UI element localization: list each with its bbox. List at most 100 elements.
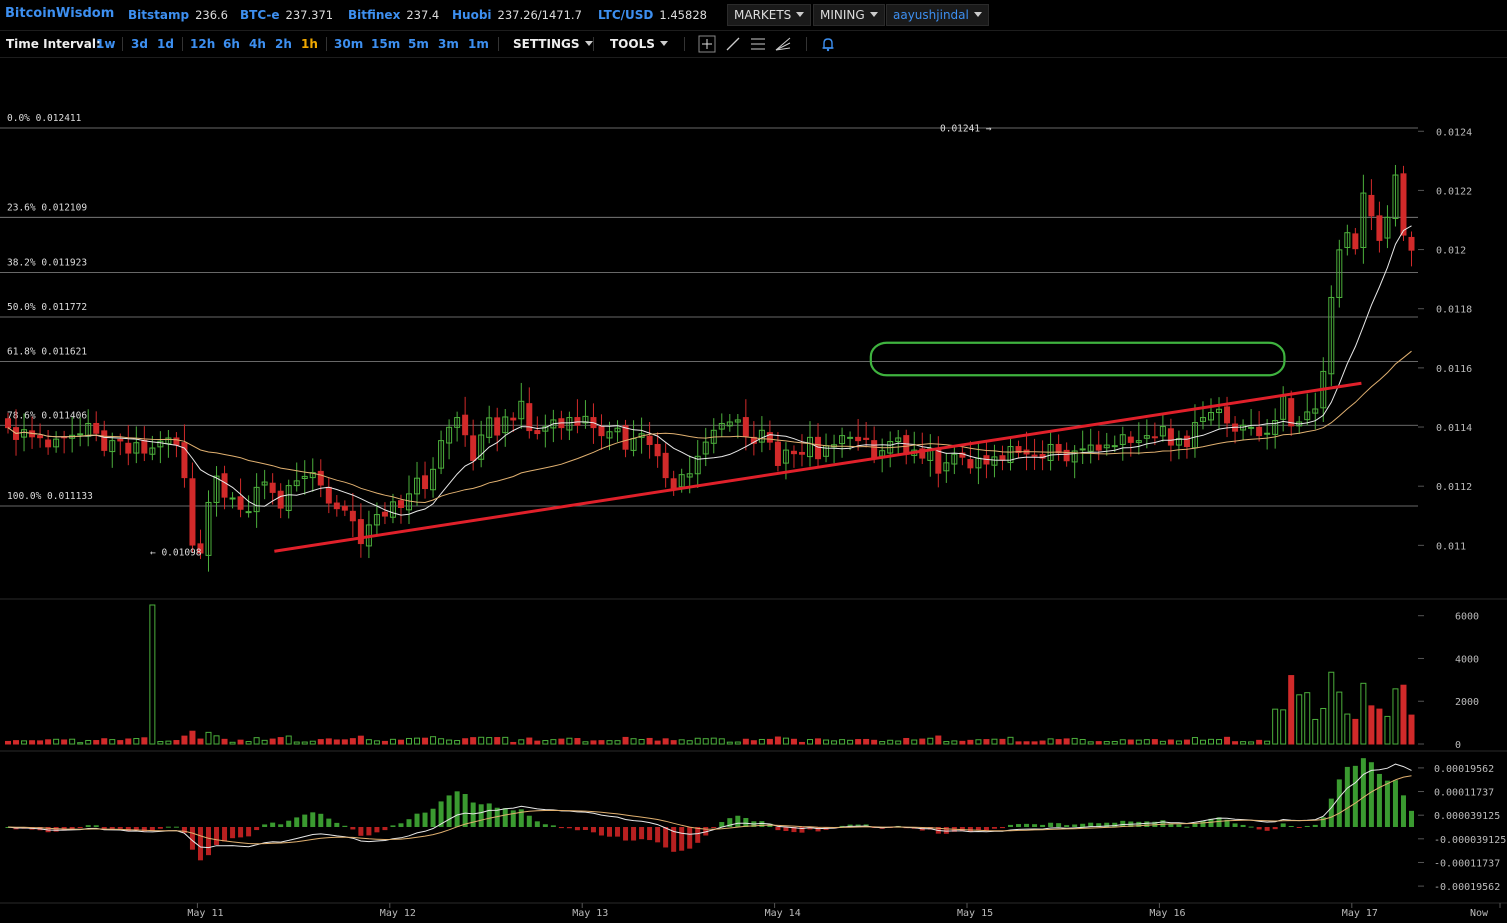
candle-bear	[798, 451, 805, 455]
volume-bar-up	[309, 740, 316, 745]
macd-hist-up	[743, 817, 749, 827]
user-menu[interactable]: aayushjindal	[886, 4, 989, 26]
interval-6h[interactable]: 6h	[223, 37, 240, 51]
volume-bar-down	[670, 740, 677, 745]
candle-bear	[774, 441, 781, 466]
macd-hist-down	[558, 827, 564, 829]
candle-bull	[542, 426, 549, 432]
settings-label: SETTINGS	[513, 37, 580, 51]
volume-bar-down	[37, 740, 44, 745]
candle-bull	[1119, 434, 1126, 445]
ticker-price: 1.45828	[659, 8, 707, 22]
candle-bull	[518, 400, 525, 420]
volume-bar-up	[229, 741, 236, 745]
brand-logo[interactable]: BitcoinWisdom	[5, 6, 115, 21]
volume-bar-up	[69, 738, 76, 745]
macd-hist-down	[230, 827, 236, 839]
macd-hist-down	[791, 827, 797, 833]
candle-bull	[478, 434, 485, 460]
candle-bull	[149, 447, 156, 455]
macd-hist-up	[262, 824, 268, 827]
interval-30m[interactable]: 30m	[334, 37, 364, 51]
candle-bull	[301, 475, 308, 479]
volume-bar-up	[895, 740, 902, 745]
crosshair-icon[interactable]	[698, 35, 716, 53]
macd-hist-up	[438, 801, 444, 827]
candle-bear	[197, 543, 204, 554]
candle-bear	[1183, 435, 1190, 448]
interval-3m[interactable]: 3m	[438, 37, 459, 51]
divider	[122, 37, 123, 51]
candle-bear	[510, 417, 517, 421]
ticker-huobi[interactable]: Huobi 237.26/1471.7	[452, 8, 582, 22]
ticker-btce[interactable]: BTC-e 237.371	[240, 8, 333, 22]
highlight-zone	[869, 341, 1286, 377]
volume-bar-down	[646, 737, 653, 745]
candle-bear	[1127, 436, 1134, 443]
candle-bear	[999, 455, 1006, 461]
settings-menu[interactable]: SETTINGS	[513, 37, 593, 51]
fib-label: 0.0% 0.012411	[7, 113, 82, 124]
interval-1m[interactable]: 1m	[468, 37, 489, 51]
markets-menu[interactable]: MARKETS	[727, 4, 812, 26]
candle-bear	[221, 473, 228, 498]
macd-tick-label: -0.00011737	[1434, 858, 1500, 869]
interval-4h[interactable]: 4h	[249, 37, 266, 51]
candle-bull	[951, 453, 958, 465]
volume-bar-down	[381, 740, 388, 745]
candle-bull	[205, 501, 212, 556]
macd-hist-up	[1400, 795, 1406, 827]
fib-lines-icon[interactable]	[749, 35, 767, 53]
volume-bar-up	[879, 741, 886, 745]
interval-1h[interactable]: 1h	[301, 37, 318, 51]
macd-hist-up	[486, 803, 492, 827]
tools-menu[interactable]: TOOLS	[610, 37, 668, 51]
volume-bar-down	[462, 738, 469, 745]
bell-icon[interactable]	[819, 35, 837, 53]
volume-bar-up	[839, 739, 846, 745]
volume-bar-up	[1304, 692, 1311, 745]
volume-bar-up	[1312, 718, 1319, 745]
interval-12h[interactable]: 12h	[190, 37, 216, 51]
candle-bull	[1103, 444, 1110, 449]
macd-hist-down	[566, 827, 572, 829]
volume-bar-down	[237, 739, 244, 745]
macd-hist-up	[1160, 820, 1166, 827]
volume-bar-up	[718, 738, 725, 745]
interval-2h[interactable]: 2h	[275, 37, 292, 51]
candle-bear	[871, 440, 878, 458]
macd-hist-up	[534, 821, 540, 827]
interval-3d[interactable]: 3d	[131, 37, 148, 51]
interval-15m[interactable]: 15m	[371, 37, 401, 51]
macd-hist-down	[1264, 827, 1270, 831]
volume-bar-up	[1079, 739, 1086, 745]
interval-5m[interactable]: 5m	[408, 37, 429, 51]
macd-hist-up	[1040, 824, 1046, 827]
candle-bear	[349, 510, 356, 522]
fibonacci-levels: 0.0% 0.012411 23.6% 0.012109 38.2% 0.01192…	[0, 113, 1418, 507]
ticker-bitfinex[interactable]: Bitfinex 237.4	[348, 8, 439, 22]
candle-bear	[1055, 443, 1062, 454]
candle-bull	[1111, 445, 1118, 448]
volume-bar-down	[1352, 718, 1359, 745]
ticker-price: 237.26/1471.7	[497, 8, 582, 22]
volume-bar-up	[614, 740, 621, 745]
ticker-bitstamp[interactable]: Bitstamp 236.6	[128, 8, 228, 22]
volume-bar-up	[1344, 713, 1351, 745]
volume-bar-down	[863, 738, 870, 745]
mining-menu[interactable]: MINING	[813, 4, 885, 26]
macd-hist-up	[1360, 758, 1366, 827]
ticker-ltcusd[interactable]: LTC/USD 1.45828	[598, 8, 707, 22]
macd-hist-down	[695, 827, 701, 843]
price-tick-label: 0.011	[1436, 541, 1466, 552]
volume-bar-down	[197, 738, 204, 745]
interval-1w[interactable]: 1w	[96, 37, 116, 51]
volume-bar-up	[823, 739, 830, 745]
candle-bull	[566, 417, 573, 431]
interval-1d[interactable]: 1d	[157, 37, 174, 51]
line-draw-icon[interactable]	[724, 35, 742, 53]
macd-hist-up	[526, 815, 532, 827]
macd-hist-down	[246, 827, 252, 837]
fan-draw-icon[interactable]	[774, 35, 792, 53]
